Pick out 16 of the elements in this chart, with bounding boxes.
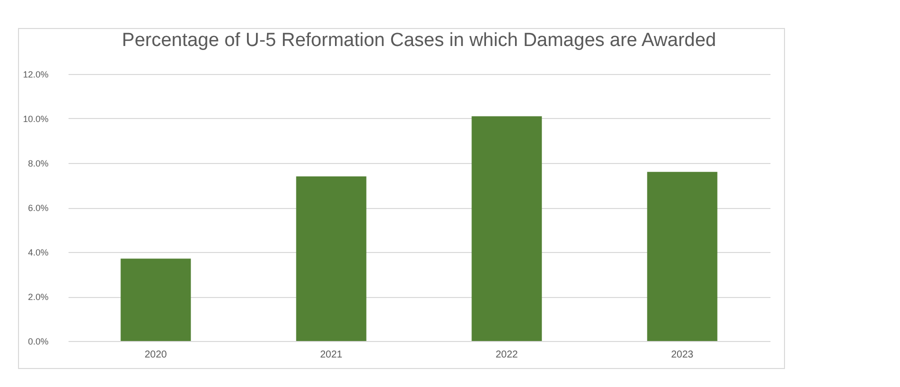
y-tick-label: 0.0% [28,336,48,346]
chart-title: Percentage of U-5 Reformation Cases in which Damages are Awarded [122,30,716,51]
y-tick-label: 8.0% [28,158,48,168]
bar [647,172,718,341]
x-tick-label: 2023 [671,350,694,360]
y-tick-label: 10.0% [22,114,48,124]
x-tick-label: 2020 [144,350,168,360]
y-tick-label: 4.0% [28,248,48,258]
bar [296,176,366,341]
y-tick-label: 6.0% [28,203,48,213]
bar [120,258,191,341]
bar [472,116,542,341]
x-tick-label: 2022 [496,350,518,360]
y-tick-label: 12.0% [22,70,48,80]
x-tick-label: 2021 [320,350,343,360]
y-tick-label: 2.0% [28,292,48,302]
